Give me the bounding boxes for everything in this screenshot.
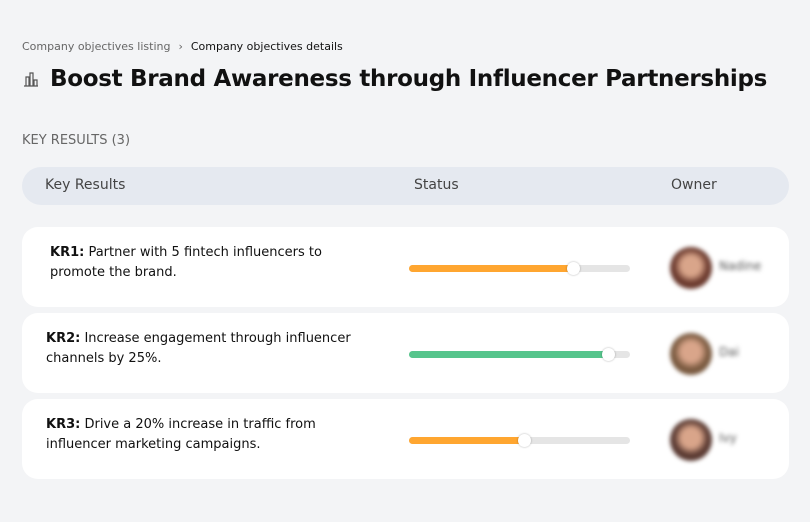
key-result-description: KR2: Increase engagement through influen… xyxy=(46,329,366,369)
page-title: Boost Brand Awareness through Influencer… xyxy=(50,66,768,92)
progress-fill xyxy=(409,437,524,444)
column-owner: Owner xyxy=(671,177,717,193)
key-result-text: Increase engagement through influencer c… xyxy=(46,331,351,366)
breadcrumb-link-listing[interactable]: Company objectives listing xyxy=(22,40,171,53)
chevron-right-icon: › xyxy=(178,40,183,53)
key-results-count: KEY RESULTS (3) xyxy=(22,133,131,148)
building-chart-icon xyxy=(24,72,38,87)
table-row[interactable]: KR1: Partner with 5 fintech influencers … xyxy=(22,227,789,307)
key-result-text: Partner with 5 fintech influencers to pr… xyxy=(50,245,322,280)
key-result-description: KR1: Partner with 5 fintech influencers … xyxy=(50,243,370,283)
column-key-results: Key Results xyxy=(45,177,126,193)
table-row[interactable]: KR3: Drive a 20% increase in traffic fro… xyxy=(22,399,789,479)
avatar xyxy=(670,247,712,289)
owner-name: Dai xyxy=(719,345,739,359)
slider-handle[interactable] xyxy=(601,348,615,361)
column-status: Status xyxy=(414,177,459,193)
breadcrumb: Company objectives listing › Company obj… xyxy=(22,40,343,53)
table-row[interactable]: KR2: Increase engagement through influen… xyxy=(22,313,789,393)
progress-fill xyxy=(409,351,608,358)
slider-handle[interactable] xyxy=(517,434,531,447)
key-result-code: KR1: xyxy=(50,245,85,260)
progress-slider[interactable] xyxy=(409,348,630,361)
key-result-description: KR3: Drive a 20% increase in traffic fro… xyxy=(46,415,366,455)
avatar xyxy=(670,333,712,375)
owner-name: Ivy xyxy=(719,431,737,445)
slider-handle[interactable] xyxy=(566,262,580,275)
owner-name: Nadine xyxy=(719,259,762,273)
key-result-code: KR2: xyxy=(46,331,81,346)
page-header: Boost Brand Awareness through Influencer… xyxy=(22,66,767,92)
progress-slider[interactable] xyxy=(409,434,630,447)
key-result-text: Drive a 20% increase in traffic from inf… xyxy=(46,417,316,452)
breadcrumb-current: Company objectives details xyxy=(190,40,343,53)
progress-fill xyxy=(409,265,573,272)
key-result-code: KR3: xyxy=(46,417,81,432)
table-header: Key Results Status Owner xyxy=(22,167,789,205)
avatar xyxy=(670,419,712,461)
progress-slider[interactable] xyxy=(409,262,630,275)
